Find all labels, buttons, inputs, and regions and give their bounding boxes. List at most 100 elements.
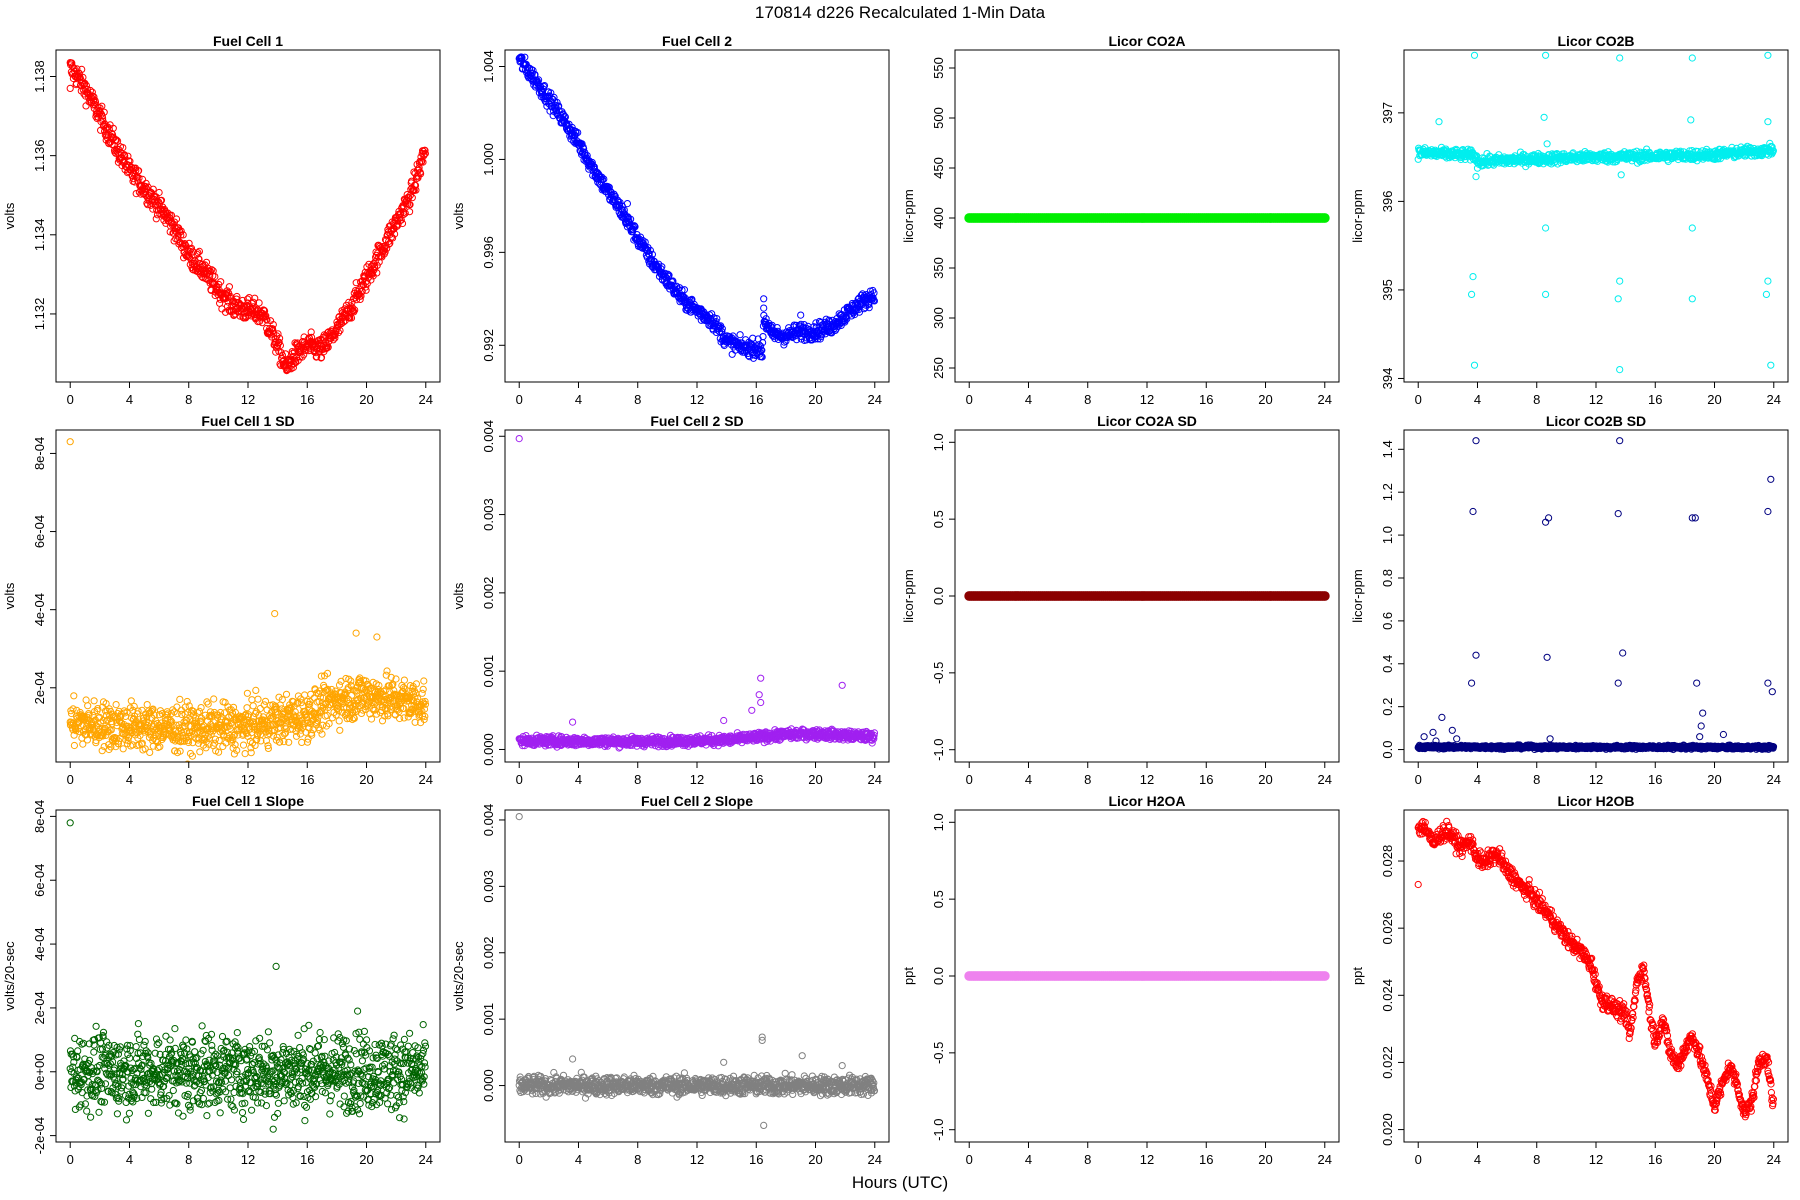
data-point — [271, 726, 279, 735]
data-point — [85, 711, 93, 719]
data-point — [277, 724, 285, 732]
data-point — [109, 124, 117, 132]
x-tick-label: 8 — [1084, 392, 1091, 407]
data-point — [312, 713, 320, 721]
data-point — [244, 299, 252, 307]
y-tick-label: 2e-04 — [32, 671, 47, 704]
x-tick-label: 0 — [67, 392, 74, 407]
data-point — [318, 730, 326, 738]
data-point — [231, 708, 239, 717]
data-point — [244, 295, 252, 303]
data-point — [274, 342, 282, 350]
outlier-point — [1540, 113, 1548, 121]
data-point — [391, 230, 399, 238]
data-point — [141, 745, 149, 753]
y-axis-label: volts — [451, 582, 466, 609]
data-point — [187, 244, 196, 252]
y-tick-label: 450 — [931, 157, 946, 179]
data-point — [197, 704, 205, 712]
data-point — [361, 705, 369, 714]
data-point — [870, 289, 878, 297]
y-tick-label: 350 — [931, 257, 946, 279]
data-point — [241, 309, 249, 317]
y-tick-label: 1.136 — [32, 139, 47, 172]
y-tick-label: 1.134 — [32, 219, 47, 252]
data-point — [1528, 153, 1537, 161]
data-point — [369, 678, 377, 687]
x-tick-label: 0 — [516, 392, 523, 407]
data-point — [318, 707, 326, 715]
data-point — [303, 738, 312, 746]
data-point — [281, 729, 290, 737]
data-point — [225, 283, 233, 291]
data-points — [964, 213, 1330, 223]
data-point — [187, 245, 195, 253]
data-point — [121, 152, 129, 160]
outlier-point — [797, 311, 805, 319]
x-tick-label: 24 — [419, 772, 433, 787]
x-tick-label: 0 — [966, 392, 973, 407]
data-point — [211, 735, 219, 743]
data-point — [627, 215, 635, 223]
data-point — [157, 196, 166, 204]
data-point — [559, 111, 568, 119]
data-point — [72, 727, 80, 735]
data-point — [224, 718, 232, 726]
data-point — [317, 702, 325, 711]
y-tick-label: 550 — [931, 57, 946, 79]
data-point — [412, 186, 420, 194]
data-point — [167, 716, 175, 725]
data-point — [178, 710, 186, 719]
data-point — [718, 325, 726, 333]
data-point — [292, 732, 301, 740]
data-point — [78, 65, 86, 74]
data-point — [323, 669, 332, 678]
y-tick-label: 0.992 — [481, 329, 496, 362]
x-tick-label: 16 — [300, 392, 314, 407]
data-point — [84, 702, 92, 710]
data-point — [239, 741, 248, 749]
y-axis-label: licor-ppm — [1350, 189, 1365, 242]
y-tick-label: 394 — [1380, 368, 1395, 390]
data-point — [196, 748, 204, 756]
data-point — [759, 333, 767, 341]
data-point — [832, 325, 840, 333]
data-point — [540, 82, 548, 91]
data-point — [421, 700, 430, 708]
data-point — [94, 705, 102, 713]
data-point — [421, 712, 429, 721]
data-point — [383, 667, 391, 675]
data-point — [183, 697, 191, 706]
data-point — [749, 334, 757, 342]
x-tick-label: 8 — [634, 392, 641, 407]
data-point — [259, 716, 267, 724]
data-point — [194, 736, 202, 744]
data-point — [143, 701, 151, 709]
data-point — [152, 215, 160, 223]
data-point — [396, 714, 404, 723]
data-point — [313, 717, 322, 725]
data-point — [87, 718, 95, 726]
y-tick-label: 8e-04 — [32, 437, 47, 470]
outlier-point — [1470, 361, 1479, 369]
data-point — [373, 269, 381, 277]
data-point — [334, 707, 343, 715]
panel-title: Fuel Cell 2 SD — [650, 413, 743, 429]
x-tick-label: 16 — [1648, 392, 1662, 407]
data-point — [757, 342, 765, 350]
y-tick-label: 395 — [1380, 279, 1395, 301]
data-point — [561, 113, 570, 121]
data-point — [414, 695, 422, 703]
data-point — [616, 198, 624, 207]
data-point — [366, 710, 374, 718]
panel-title: Fuel Cell 1 — [213, 33, 283, 49]
data-point — [314, 713, 322, 721]
data-point — [335, 313, 343, 321]
data-point — [641, 238, 649, 246]
data-point — [549, 112, 557, 120]
data-point — [842, 312, 850, 320]
data-point — [400, 714, 408, 722]
data-point — [195, 247, 203, 255]
outlier-point — [373, 633, 381, 641]
